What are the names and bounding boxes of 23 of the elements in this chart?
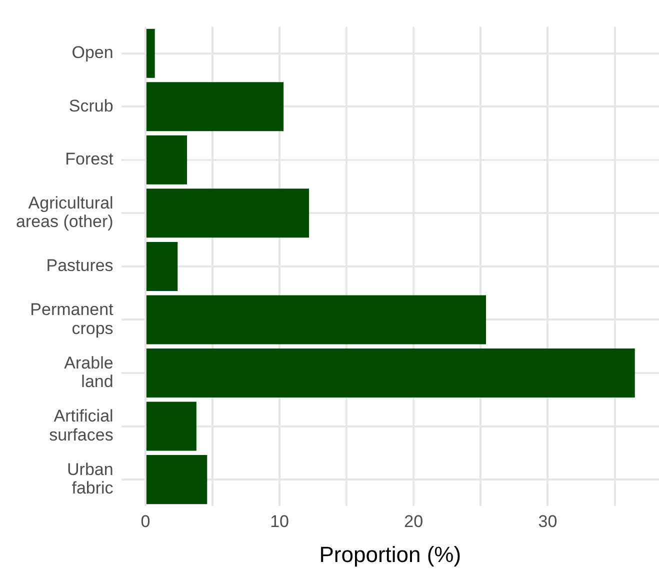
bar (146, 402, 196, 451)
y-tick-label: Forest (65, 150, 114, 169)
y-tick-label: Arable land (64, 353, 114, 392)
x-tick-label: 30 (538, 512, 558, 532)
bar (146, 82, 284, 132)
bar (146, 348, 635, 398)
bar (146, 28, 155, 78)
y-tick-label: Pastures (46, 256, 114, 276)
x-axis-title: Proportion (%) (319, 542, 462, 567)
y-tick-label: Artificial surfaces (49, 406, 114, 444)
bar (146, 188, 310, 238)
bar (146, 455, 208, 504)
x-tick-label: 10 (270, 512, 289, 532)
y-tick-label: Open (72, 43, 114, 62)
bar (146, 295, 486, 344)
y-tick-label: Permanent crops (30, 300, 114, 338)
x-tick-label: 20 (404, 512, 424, 532)
bar (146, 135, 188, 184)
bar (146, 242, 178, 291)
y-tick-label: Urban fabric (67, 460, 114, 498)
y-tick-label: Agricultural areas (other) (16, 194, 114, 232)
x-tick-label: 0 (140, 512, 150, 532)
y-tick-label: Scrub (68, 96, 114, 116)
